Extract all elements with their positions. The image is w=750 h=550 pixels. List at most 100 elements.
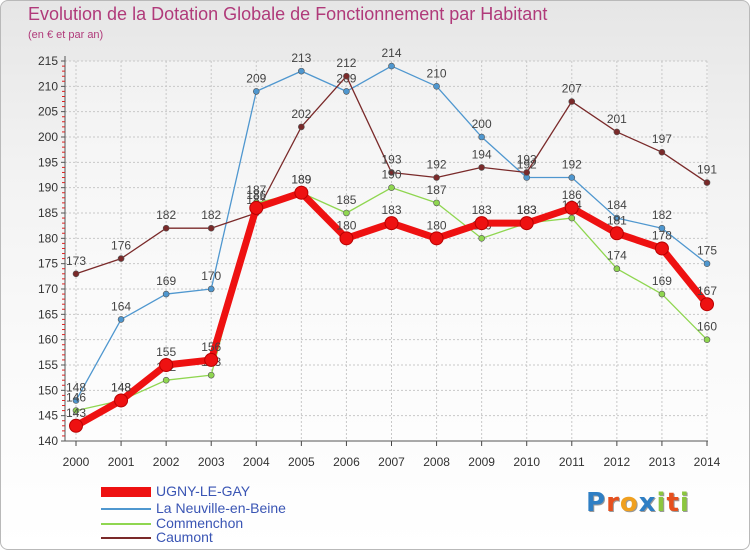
x-tick-label: 2014 — [694, 455, 721, 469]
x-tick-label: 2000 — [63, 455, 90, 469]
data-label-commenchon: 174 — [607, 249, 627, 263]
legend-swatch — [101, 523, 151, 525]
x-tick-label: 2013 — [649, 455, 676, 469]
data-point-la-neuville-en-beine — [208, 286, 214, 292]
x-tick-label: 2011 — [559, 455, 585, 469]
proxiti-logo: Proxiti — [586, 488, 690, 518]
data-label-la-neuville-en-beine: 169 — [156, 274, 176, 288]
data-point-caumont — [298, 124, 304, 130]
legend-swatch — [101, 487, 151, 497]
data-label-la-neuville-en-beine: 184 — [607, 198, 627, 212]
y-tick-label: 180 — [38, 231, 58, 245]
data-point-caumont — [479, 164, 485, 170]
data-label-la-neuville-en-beine: 214 — [381, 46, 401, 60]
data-label-ugny-le-gay: 143 — [66, 406, 86, 420]
data-label-ugny-le-gay: 180 — [336, 218, 356, 232]
data-point-caumont — [704, 180, 710, 186]
data-point-commenchon — [163, 377, 169, 383]
data-label-caumont: 192 — [427, 158, 447, 172]
data-label-ugny-le-gay: 183 — [381, 203, 401, 217]
y-tick-label: 165 — [38, 307, 58, 321]
y-tick-label: 150 — [38, 383, 58, 397]
data-label-caumont: 197 — [652, 132, 672, 146]
data-point-caumont — [569, 99, 575, 105]
data-point-ugny-le-gay — [520, 217, 533, 230]
data-point-commenchon — [659, 291, 665, 297]
y-tick-label: 140 — [38, 434, 58, 448]
data-label-ugny-le-gay: 155 — [156, 345, 176, 359]
y-tick-label: 195 — [38, 155, 58, 169]
y-tick-label: 190 — [38, 181, 58, 195]
data-point-ugny-le-gay — [701, 298, 714, 311]
data-point-ugny-le-gay — [160, 359, 173, 372]
data-label-caumont: 182 — [156, 208, 176, 222]
data-point-la-neuville-en-beine — [704, 261, 710, 267]
y-tick-label: 155 — [38, 358, 58, 372]
y-tick-label: 175 — [38, 257, 58, 271]
data-point-la-neuville-en-beine — [434, 83, 440, 89]
data-point-commenchon — [569, 215, 575, 221]
data-point-la-neuville-en-beine — [479, 134, 485, 140]
data-label-la-neuville-en-beine: 200 — [472, 117, 492, 131]
data-point-ugny-le-gay — [475, 217, 488, 230]
x-tick-label: 2001 — [108, 455, 135, 469]
data-label-caumont: 207 — [562, 82, 582, 96]
data-point-caumont — [659, 149, 665, 155]
data-label-caumont: 176 — [111, 239, 131, 253]
data-label-la-neuville-en-beine: 192 — [562, 158, 582, 172]
data-label-la-neuville-en-beine: 182 — [652, 208, 672, 222]
data-label-caumont: 191 — [697, 163, 717, 177]
data-point-la-neuville-en-beine — [253, 88, 259, 94]
data-label-ugny-le-gay: 181 — [607, 213, 627, 227]
data-point-caumont — [434, 175, 440, 181]
chart-frame: Evolution de la Dotation Globale de Fonc… — [0, 0, 750, 550]
line-chart: 1401451501551601651701751801851901952002… — [1, 1, 749, 549]
data-label-commenchon: 146 — [66, 391, 86, 405]
data-label-commenchon: 169 — [652, 274, 672, 288]
data-point-ugny-le-gay — [430, 232, 443, 245]
data-label-commenchon: 190 — [381, 168, 401, 182]
y-tick-label: 210 — [38, 79, 58, 93]
data-label-commenchon: 187 — [427, 183, 447, 197]
data-point-la-neuville-en-beine — [163, 291, 169, 297]
x-tick-label: 2002 — [153, 455, 180, 469]
y-tick-label: 205 — [38, 105, 58, 119]
data-label-caumont: 193 — [517, 152, 537, 166]
data-label-caumont: 212 — [336, 56, 356, 70]
x-tick-label: 2005 — [288, 455, 315, 469]
data-label-commenchon: 185 — [336, 193, 356, 207]
data-point-commenchon — [208, 372, 214, 378]
x-tick-label: 2008 — [423, 455, 450, 469]
data-label-commenchon: 160 — [697, 320, 717, 334]
data-label-la-neuville-en-beine: 209 — [246, 71, 266, 85]
data-label-caumont: 202 — [291, 107, 311, 121]
data-point-commenchon — [479, 235, 485, 241]
data-label-ugny-le-gay: 156 — [201, 340, 221, 354]
data-point-commenchon — [434, 200, 440, 206]
data-label-ugny-le-gay: 183 — [472, 203, 492, 217]
data-point-ugny-le-gay — [250, 201, 263, 214]
data-label-ugny-le-gay: 186 — [246, 188, 266, 202]
x-tick-label: 2004 — [243, 455, 270, 469]
data-label-ugny-le-gay: 167 — [697, 284, 717, 298]
data-point-ugny-le-gay — [295, 186, 308, 199]
data-point-caumont — [73, 271, 79, 277]
data-label-la-neuville-en-beine: 164 — [111, 299, 131, 313]
legend-swatch — [101, 537, 151, 539]
data-label-ugny-le-gay: 180 — [427, 218, 447, 232]
x-tick-label: 2003 — [198, 455, 225, 469]
data-point-ugny-le-gay — [610, 227, 623, 240]
data-label-caumont: 182 — [201, 208, 221, 222]
x-tick-label: 2006 — [333, 455, 360, 469]
data-point-commenchon — [389, 185, 395, 191]
data-label-ugny-le-gay: 189 — [291, 173, 311, 187]
data-label-la-neuville-en-beine: 210 — [427, 66, 447, 80]
data-point-commenchon — [614, 266, 620, 272]
x-tick-label: 2010 — [513, 455, 540, 469]
y-tick-label: 200 — [38, 130, 58, 144]
data-label-ugny-le-gay: 186 — [562, 188, 582, 202]
x-tick-label: 2009 — [468, 455, 495, 469]
data-point-caumont — [208, 225, 214, 231]
data-label-caumont: 201 — [607, 112, 627, 126]
data-label-ugny-le-gay: 148 — [111, 380, 131, 394]
